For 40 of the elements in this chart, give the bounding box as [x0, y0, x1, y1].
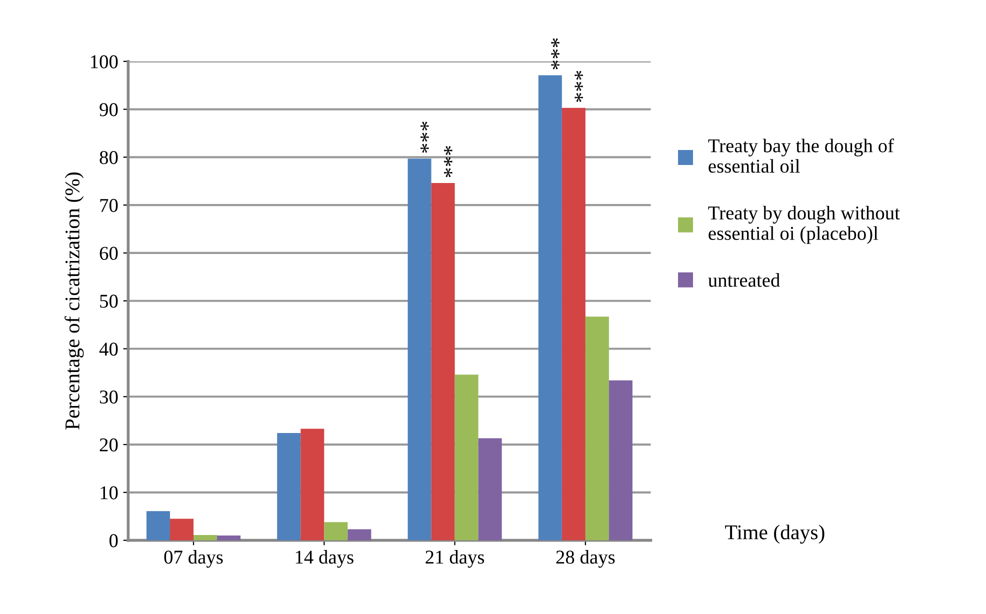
bar [194, 535, 218, 540]
y-tick-label: 90 [100, 103, 118, 116]
y-tick-label: 70 [100, 198, 118, 212]
bar [431, 183, 455, 540]
x-tick-label: 28 days [556, 550, 615, 568]
bar [454, 374, 478, 540]
y-tick-label: 40 [99, 342, 118, 356]
bar [478, 438, 502, 540]
annotation: *** [444, 146, 452, 178]
annotation: *** [574, 70, 583, 102]
bar [538, 75, 562, 540]
legend-label: untreated [708, 273, 780, 287]
bar [217, 536, 241, 540]
y-tick-label: 20 [100, 438, 118, 452]
bar [146, 511, 170, 540]
legend-label: Treaty bay the dough of essential oil [708, 138, 894, 173]
y-axis-title: Percentage of cicatrization (%) [64, 172, 84, 430]
y-tick-label: 0 [109, 534, 118, 548]
y-tick-label: 30 [100, 390, 118, 404]
bar [562, 108, 586, 540]
bar [277, 433, 301, 540]
bar [348, 529, 372, 540]
x-tick-label: 14 days [296, 550, 354, 568]
bar [408, 158, 432, 540]
bar [324, 522, 348, 540]
y-tick-label: 100 [91, 55, 118, 68]
bar [585, 316, 609, 540]
bar [300, 428, 324, 540]
y-tick-label: 80 [100, 151, 118, 164]
y-tick-label: 60 [100, 246, 118, 260]
x-tick-label: 07 days [164, 550, 223, 568]
x-tick-label: 21 days [426, 550, 484, 568]
y-tick-label: 50 [100, 294, 118, 308]
bar [170, 518, 194, 540]
x-axis-title: Time (days) [725, 524, 824, 544]
annotation: *** [551, 38, 560, 70]
bar [608, 380, 632, 540]
y-tick-label: 10 [100, 486, 118, 500]
annotation: *** [420, 122, 429, 153]
legend-label: Treaty by dough without essential oi (placebo)l [708, 206, 900, 244]
